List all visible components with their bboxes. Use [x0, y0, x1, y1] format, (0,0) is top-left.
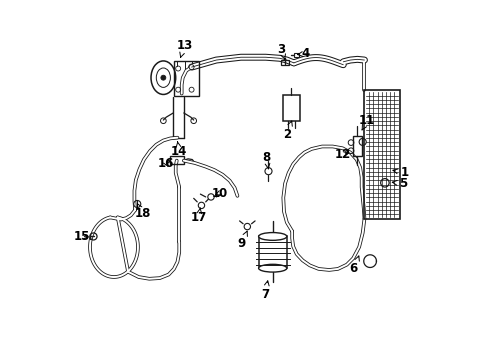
Text: 15: 15 [73, 230, 89, 243]
Text: 8: 8 [262, 150, 270, 169]
Ellipse shape [258, 264, 286, 272]
Text: 2: 2 [282, 121, 292, 141]
Text: 17: 17 [190, 208, 206, 224]
Text: 14: 14 [171, 142, 187, 158]
Text: 6: 6 [349, 256, 359, 275]
Circle shape [161, 75, 165, 80]
Bar [293, 53, 299, 57]
Text: 5: 5 [391, 177, 407, 190]
Text: 16: 16 [158, 157, 174, 170]
Text: 4: 4 [297, 47, 309, 60]
Text: 7: 7 [261, 281, 268, 301]
Bar [281, 60, 288, 66]
Bar [364, 90, 399, 219]
Text: 12: 12 [334, 148, 350, 161]
Bar [352, 136, 361, 156]
Text: 3: 3 [277, 43, 285, 59]
Text: 11: 11 [358, 114, 375, 130]
Text: 18: 18 [134, 204, 151, 220]
Ellipse shape [258, 233, 286, 240]
Bar [282, 95, 299, 121]
Text: 10: 10 [211, 186, 227, 199]
Circle shape [207, 194, 214, 200]
Text: 1: 1 [392, 166, 408, 179]
Bar [174, 61, 199, 96]
Text: 9: 9 [237, 231, 247, 250]
Bar [170, 156, 183, 164]
Text: 13: 13 [176, 39, 192, 58]
Bar [258, 237, 286, 268]
